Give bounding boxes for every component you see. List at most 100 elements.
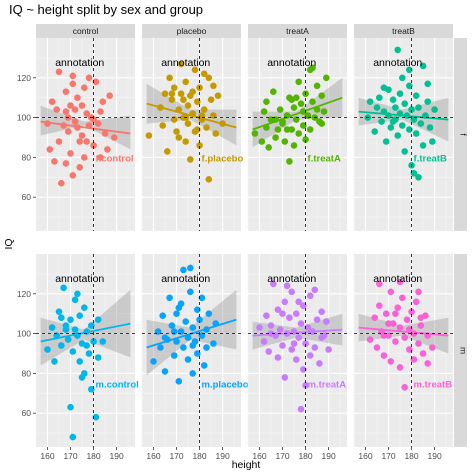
data-point xyxy=(392,104,399,111)
x-tick-label: 160 xyxy=(358,451,372,461)
data-point xyxy=(380,84,388,91)
data-point xyxy=(419,142,427,149)
data-point xyxy=(111,134,118,141)
data-point xyxy=(74,94,81,101)
data-point xyxy=(78,102,86,109)
data-point xyxy=(263,98,270,105)
data-point xyxy=(309,64,316,72)
data-point xyxy=(410,356,418,363)
data-point xyxy=(304,324,312,331)
x-tick-label: 180 xyxy=(404,451,418,461)
data-point xyxy=(48,324,56,331)
data-point xyxy=(392,338,399,345)
data-point xyxy=(302,340,309,347)
data-point xyxy=(55,308,63,316)
x-tick-label: 170 xyxy=(63,451,77,461)
data-point xyxy=(62,88,70,95)
data-point xyxy=(92,413,100,421)
data-point xyxy=(382,138,390,145)
panel: annotation m.treatA 160 170 180 190 xyxy=(247,254,347,461)
data-point xyxy=(274,354,282,361)
y-tick-label: 80 xyxy=(22,368,32,378)
data-point xyxy=(276,106,284,113)
data-point xyxy=(150,358,157,365)
data-point xyxy=(83,138,90,145)
data-point xyxy=(424,80,432,88)
data-point xyxy=(55,68,63,76)
data-point xyxy=(267,322,275,329)
data-point xyxy=(313,316,321,324)
panel-background xyxy=(354,254,453,447)
data-point xyxy=(417,322,425,329)
data-point xyxy=(205,74,213,82)
panel-group-label: f.control xyxy=(96,153,134,164)
data-point xyxy=(410,170,418,177)
data-point xyxy=(44,346,51,353)
column-strip-label: treatA xyxy=(286,26,309,36)
data-point xyxy=(180,266,187,274)
data-point xyxy=(378,118,385,125)
data-point xyxy=(90,338,97,345)
data-point xyxy=(288,346,296,353)
data-point xyxy=(401,384,409,391)
data-point xyxy=(97,108,104,115)
data-point xyxy=(302,382,309,389)
data-point xyxy=(300,302,307,310)
data-point xyxy=(200,362,208,369)
data-point xyxy=(293,356,300,363)
data-point xyxy=(295,334,303,341)
data-point xyxy=(417,120,425,127)
data-point xyxy=(159,122,166,129)
data-point xyxy=(194,350,201,357)
data-point xyxy=(173,128,180,135)
data-point xyxy=(60,284,67,292)
data-point xyxy=(406,126,413,133)
data-point xyxy=(78,374,86,381)
data-point xyxy=(320,108,328,115)
data-point xyxy=(251,130,259,137)
data-point xyxy=(191,66,199,74)
x-tick-label: 170 xyxy=(275,451,289,461)
x-tick-label: 180 xyxy=(298,451,312,461)
data-point xyxy=(58,179,65,187)
data-point xyxy=(403,316,411,324)
data-point xyxy=(189,370,196,377)
panel-group-label: f.treatB xyxy=(414,153,447,164)
column-strip-label: treatB xyxy=(392,26,415,36)
data-point xyxy=(88,322,95,329)
data-point xyxy=(306,126,314,133)
data-point xyxy=(376,302,383,310)
regression-line xyxy=(252,328,343,337)
data-point xyxy=(177,90,185,97)
data-point xyxy=(67,316,74,324)
y-tick-label: 60 xyxy=(22,408,32,418)
column-strip xyxy=(142,24,241,38)
row-strip xyxy=(454,254,467,447)
data-point xyxy=(263,312,270,320)
y-tick-label: 100 xyxy=(17,113,31,123)
data-point xyxy=(396,364,404,371)
data-point xyxy=(187,288,194,296)
data-point xyxy=(401,100,409,107)
data-point xyxy=(76,312,83,320)
data-point xyxy=(371,128,379,135)
column-strip xyxy=(248,24,347,38)
panel: annotation m.control 160 170 180 190 60 80 100 12… xyxy=(17,254,139,461)
data-point xyxy=(69,348,77,355)
data-point xyxy=(295,298,303,306)
data-point xyxy=(297,320,305,327)
data-point xyxy=(373,344,381,351)
data-point xyxy=(97,154,104,161)
data-point xyxy=(297,405,305,413)
data-point xyxy=(300,366,307,373)
confidence-band xyxy=(40,105,131,150)
data-point xyxy=(293,310,300,318)
data-point xyxy=(406,66,413,74)
data-point xyxy=(290,104,298,111)
x-tick-label: 190 xyxy=(321,451,335,461)
data-point xyxy=(373,104,381,111)
data-point xyxy=(286,158,293,165)
data-point xyxy=(189,88,196,95)
data-point xyxy=(311,286,319,294)
data-point xyxy=(161,90,169,97)
